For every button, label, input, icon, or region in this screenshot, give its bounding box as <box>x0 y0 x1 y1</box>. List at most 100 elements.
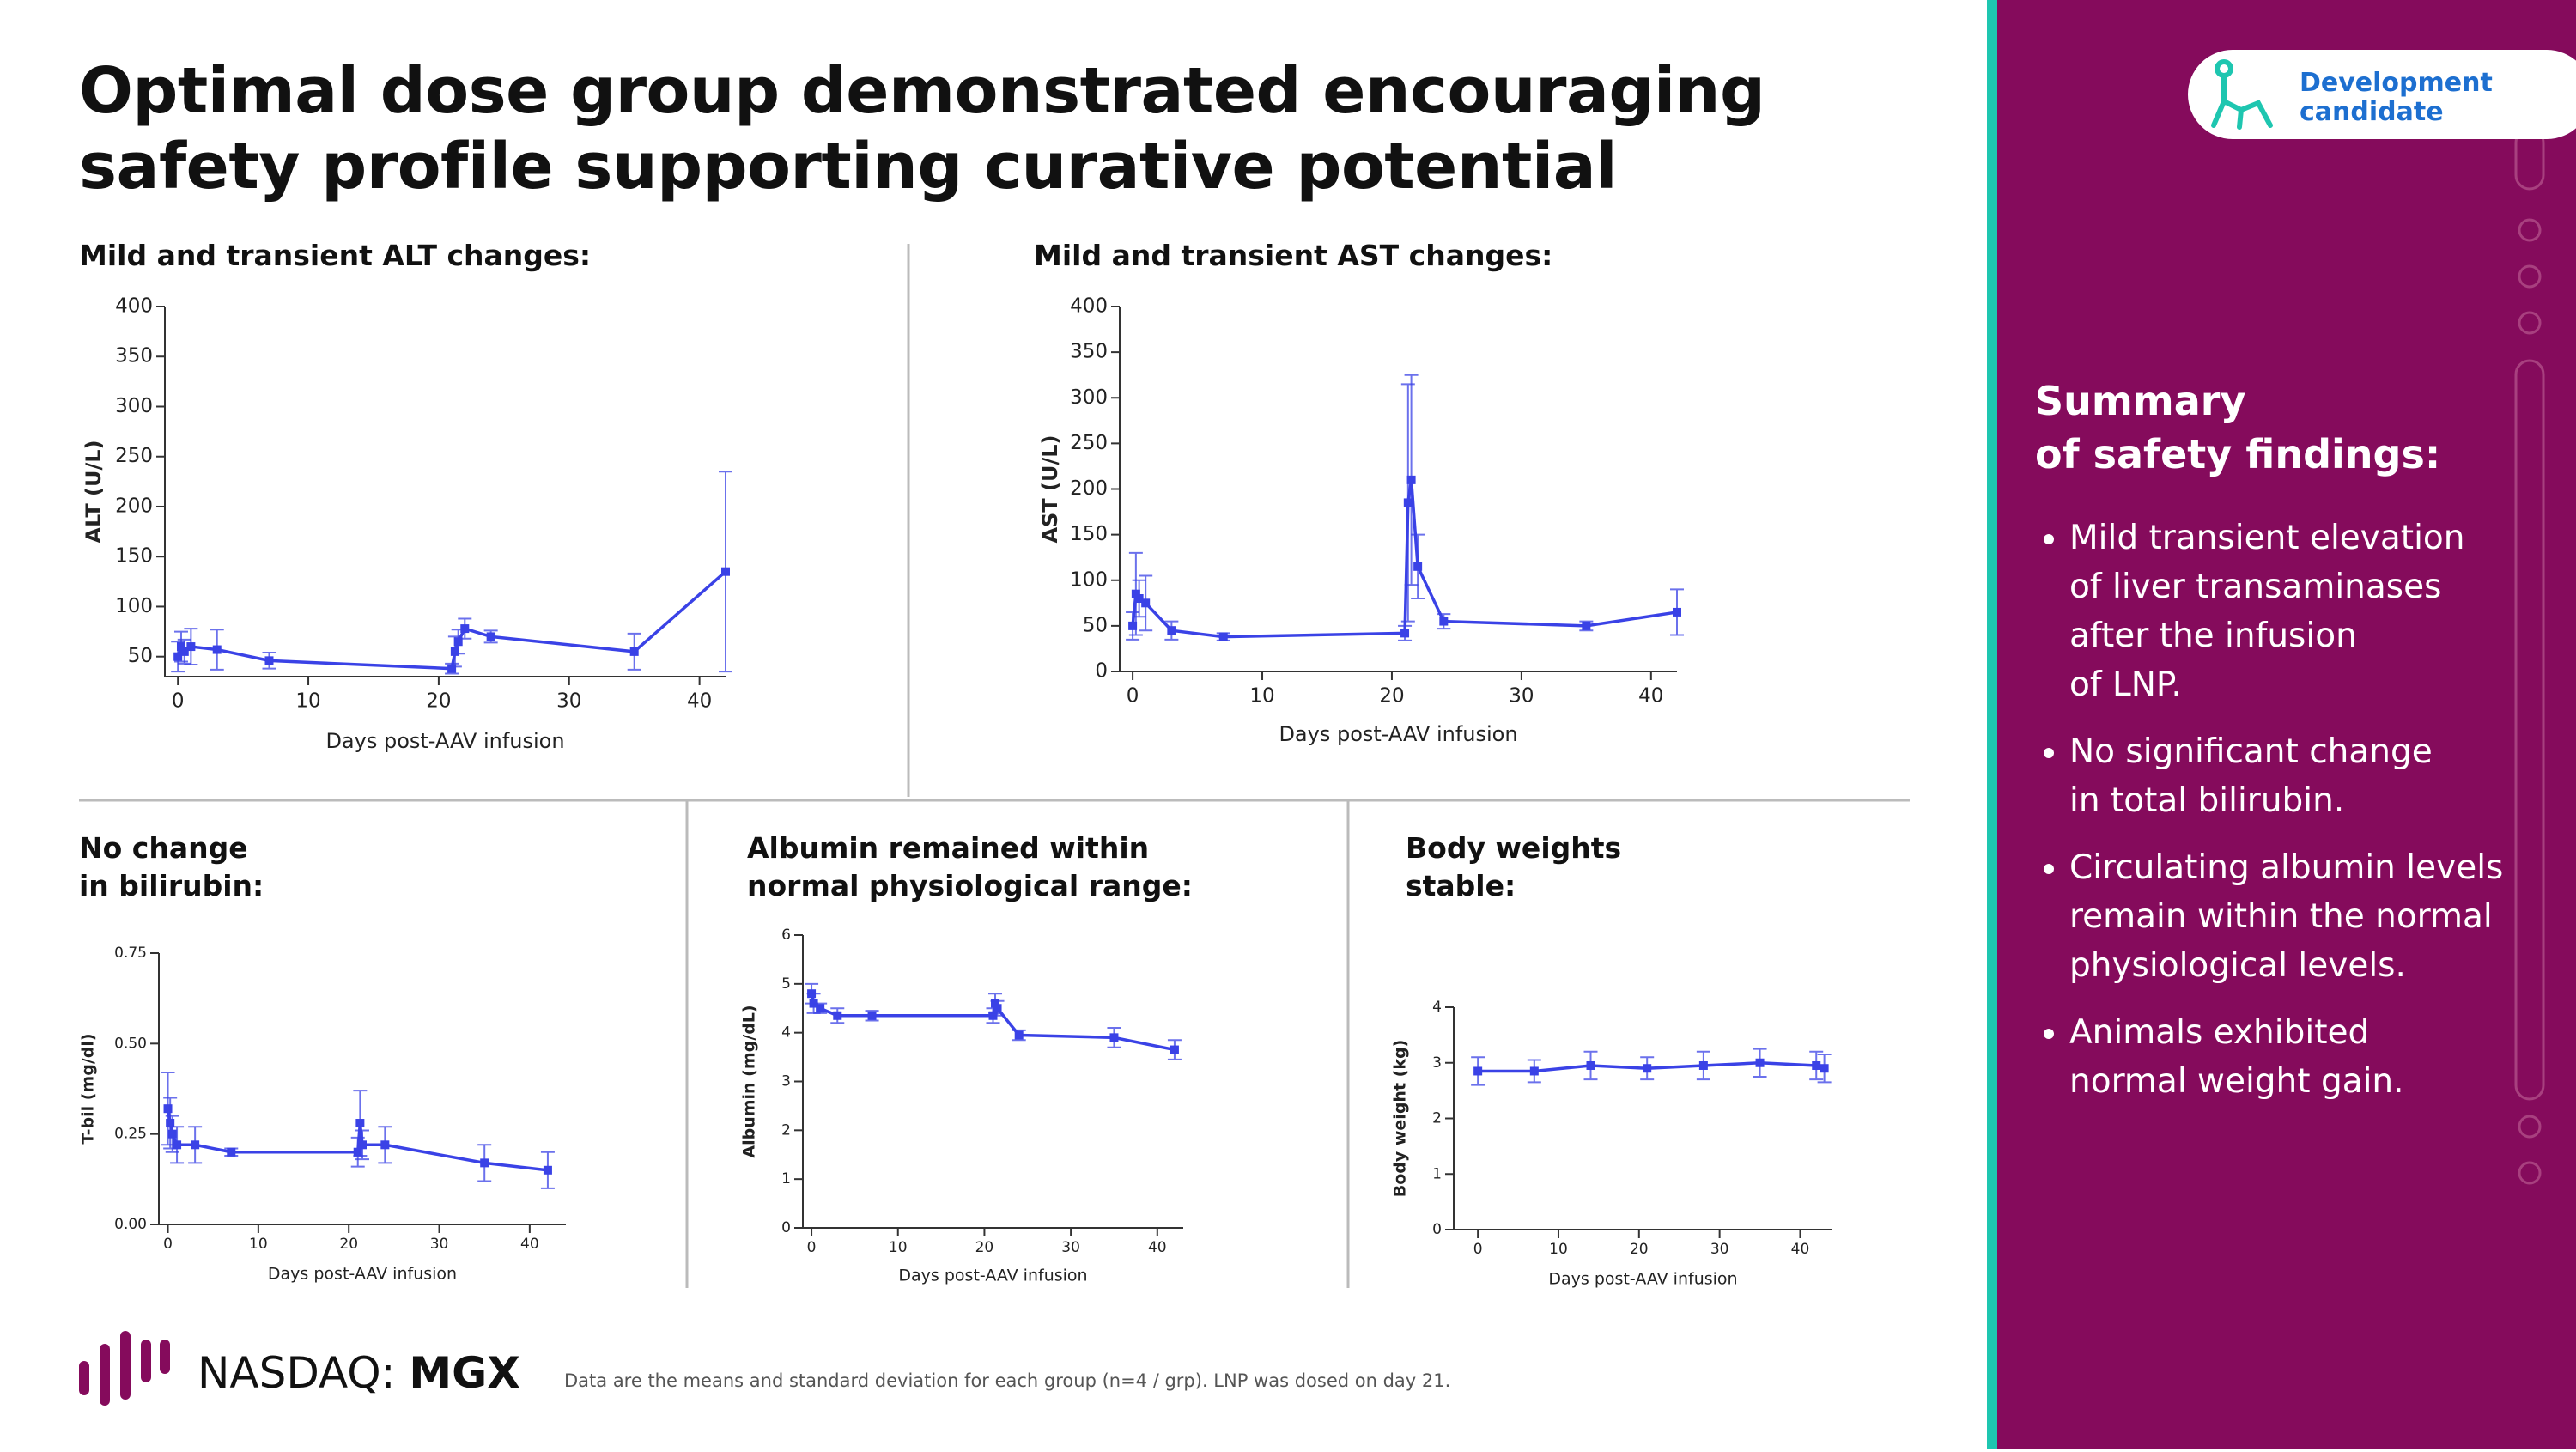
x-tick-label: 20 <box>1379 685 1404 708</box>
data-point <box>1400 629 1410 638</box>
chart-title: Mild and transient ALT changes: <box>79 239 592 272</box>
data-point <box>1812 1060 1821 1070</box>
data-point <box>1582 621 1591 630</box>
badge <box>2188 50 2576 139</box>
summary-bullet: Mild transient elevation of liver transa… <box>2069 513 2550 709</box>
data-point <box>186 642 196 652</box>
chart-title: Mild and transient AST changes: <box>1034 239 1553 272</box>
x-tick-label: 0 <box>1473 1241 1483 1258</box>
data-point <box>1218 632 1228 641</box>
x-tick-label: 10 <box>1549 1241 1568 1258</box>
data-point <box>833 1011 842 1020</box>
data-point <box>1128 621 1138 630</box>
data-point <box>1643 1064 1652 1073</box>
data-point <box>1698 1060 1708 1070</box>
data-point <box>163 1104 173 1114</box>
chart-title: Albumin remained within normal physiolog… <box>747 831 1193 902</box>
data-point <box>816 1004 825 1013</box>
summary-bullet: Animals exhibited normal weight gain. <box>2069 1008 2550 1106</box>
y-axis-label: AST (U/L) <box>1038 434 1062 543</box>
data-point <box>460 624 470 634</box>
x-axis-label: Days post-AAV infusion <box>898 1267 1087 1285</box>
data-point <box>991 999 1000 1008</box>
x-tick-label: 10 <box>249 1236 268 1253</box>
y-tick-label: 4 <box>781 1024 791 1042</box>
sidebar <box>1987 0 2576 1449</box>
data-point <box>1586 1060 1595 1070</box>
y-tick-label: 2 <box>781 1121 791 1139</box>
data-point <box>1014 1030 1024 1040</box>
data-point <box>179 647 189 656</box>
data-point <box>355 1119 365 1128</box>
y-tick-label: 3 <box>1432 1054 1442 1072</box>
y-tick-label: 150 <box>1070 523 1108 545</box>
data-point <box>453 637 463 647</box>
data-point <box>167 1129 177 1139</box>
footnote: Data are the means and standard deviatio… <box>564 1370 1451 1391</box>
data-point <box>1820 1064 1829 1073</box>
data-point <box>227 1147 236 1157</box>
y-tick-label: 0.50 <box>114 1035 147 1052</box>
y-axis-label: ALT (U/L) <box>82 440 106 543</box>
data-point <box>1413 562 1423 571</box>
badge-icon <box>2211 59 2273 130</box>
data-point <box>212 645 222 654</box>
data-point <box>264 656 274 665</box>
y-tick-label: 200 <box>1070 477 1108 500</box>
badge-text: Development candidate <box>2300 68 2493 127</box>
y-tick-label: 250 <box>115 445 153 467</box>
data-point <box>1406 475 1416 484</box>
x-tick-label: 0 <box>1127 685 1139 708</box>
y-axis-label: Albumin (mg/dL) <box>740 1005 759 1157</box>
data-point <box>1473 1066 1483 1076</box>
data-point <box>166 1119 175 1128</box>
data-point <box>629 647 639 656</box>
x-tick-label: 10 <box>1249 685 1274 708</box>
x-tick-label: 30 <box>1710 1241 1729 1258</box>
data-point <box>450 647 459 656</box>
x-tick-label: 30 <box>1061 1239 1080 1256</box>
y-tick-label: 4 <box>1432 999 1442 1016</box>
data-point <box>1167 626 1176 635</box>
data-point <box>353 1147 362 1157</box>
data-point <box>721 567 730 576</box>
data-point <box>1131 589 1140 598</box>
y-tick-label: 350 <box>115 345 153 368</box>
y-tick-label: 350 <box>1070 341 1108 363</box>
y-tick-label: 150 <box>115 545 153 568</box>
x-tick-label: 40 <box>1791 1241 1810 1258</box>
y-tick-label: 3 <box>781 1073 791 1091</box>
x-tick-label: 40 <box>687 690 712 713</box>
y-axis-label: Body weight (kg) <box>1391 1040 1410 1198</box>
x-tick-label: 40 <box>1638 685 1663 708</box>
y-tick-label: 0 <box>1432 1221 1442 1238</box>
data-point <box>867 1011 877 1020</box>
y-tick-label: 5 <box>781 975 791 993</box>
x-tick-label: 20 <box>975 1239 994 1256</box>
data-point <box>1529 1066 1539 1076</box>
data-point <box>173 1140 182 1150</box>
y-tick-label: 400 <box>115 295 153 318</box>
x-tick-label: 0 <box>807 1239 817 1256</box>
y-tick-label: 400 <box>1070 295 1108 318</box>
x-axis-label: Days post-AAV infusion <box>325 729 564 753</box>
data-point <box>1439 617 1449 626</box>
data-point <box>480 1158 489 1168</box>
y-tick-label: 200 <box>115 495 153 517</box>
data-point <box>1134 594 1144 603</box>
ticker-prefix: NASDAQ: <box>197 1348 396 1398</box>
x-tick-label: 10 <box>295 690 320 713</box>
logo <box>79 1331 170 1406</box>
y-tick-label: 50 <box>128 645 153 667</box>
y-tick-label: 250 <box>1070 432 1108 454</box>
data-point <box>993 1004 1002 1013</box>
slide-title: Optimal dose group demonstrated encourag… <box>79 54 1765 204</box>
x-tick-label: 30 <box>430 1236 449 1253</box>
y-tick-label: 0 <box>781 1219 791 1236</box>
data-point <box>1403 498 1413 507</box>
x-tick-label: 0 <box>172 690 185 713</box>
data-point <box>1170 1045 1179 1054</box>
y-tick-label: 100 <box>1070 568 1108 591</box>
data-point <box>543 1165 552 1175</box>
